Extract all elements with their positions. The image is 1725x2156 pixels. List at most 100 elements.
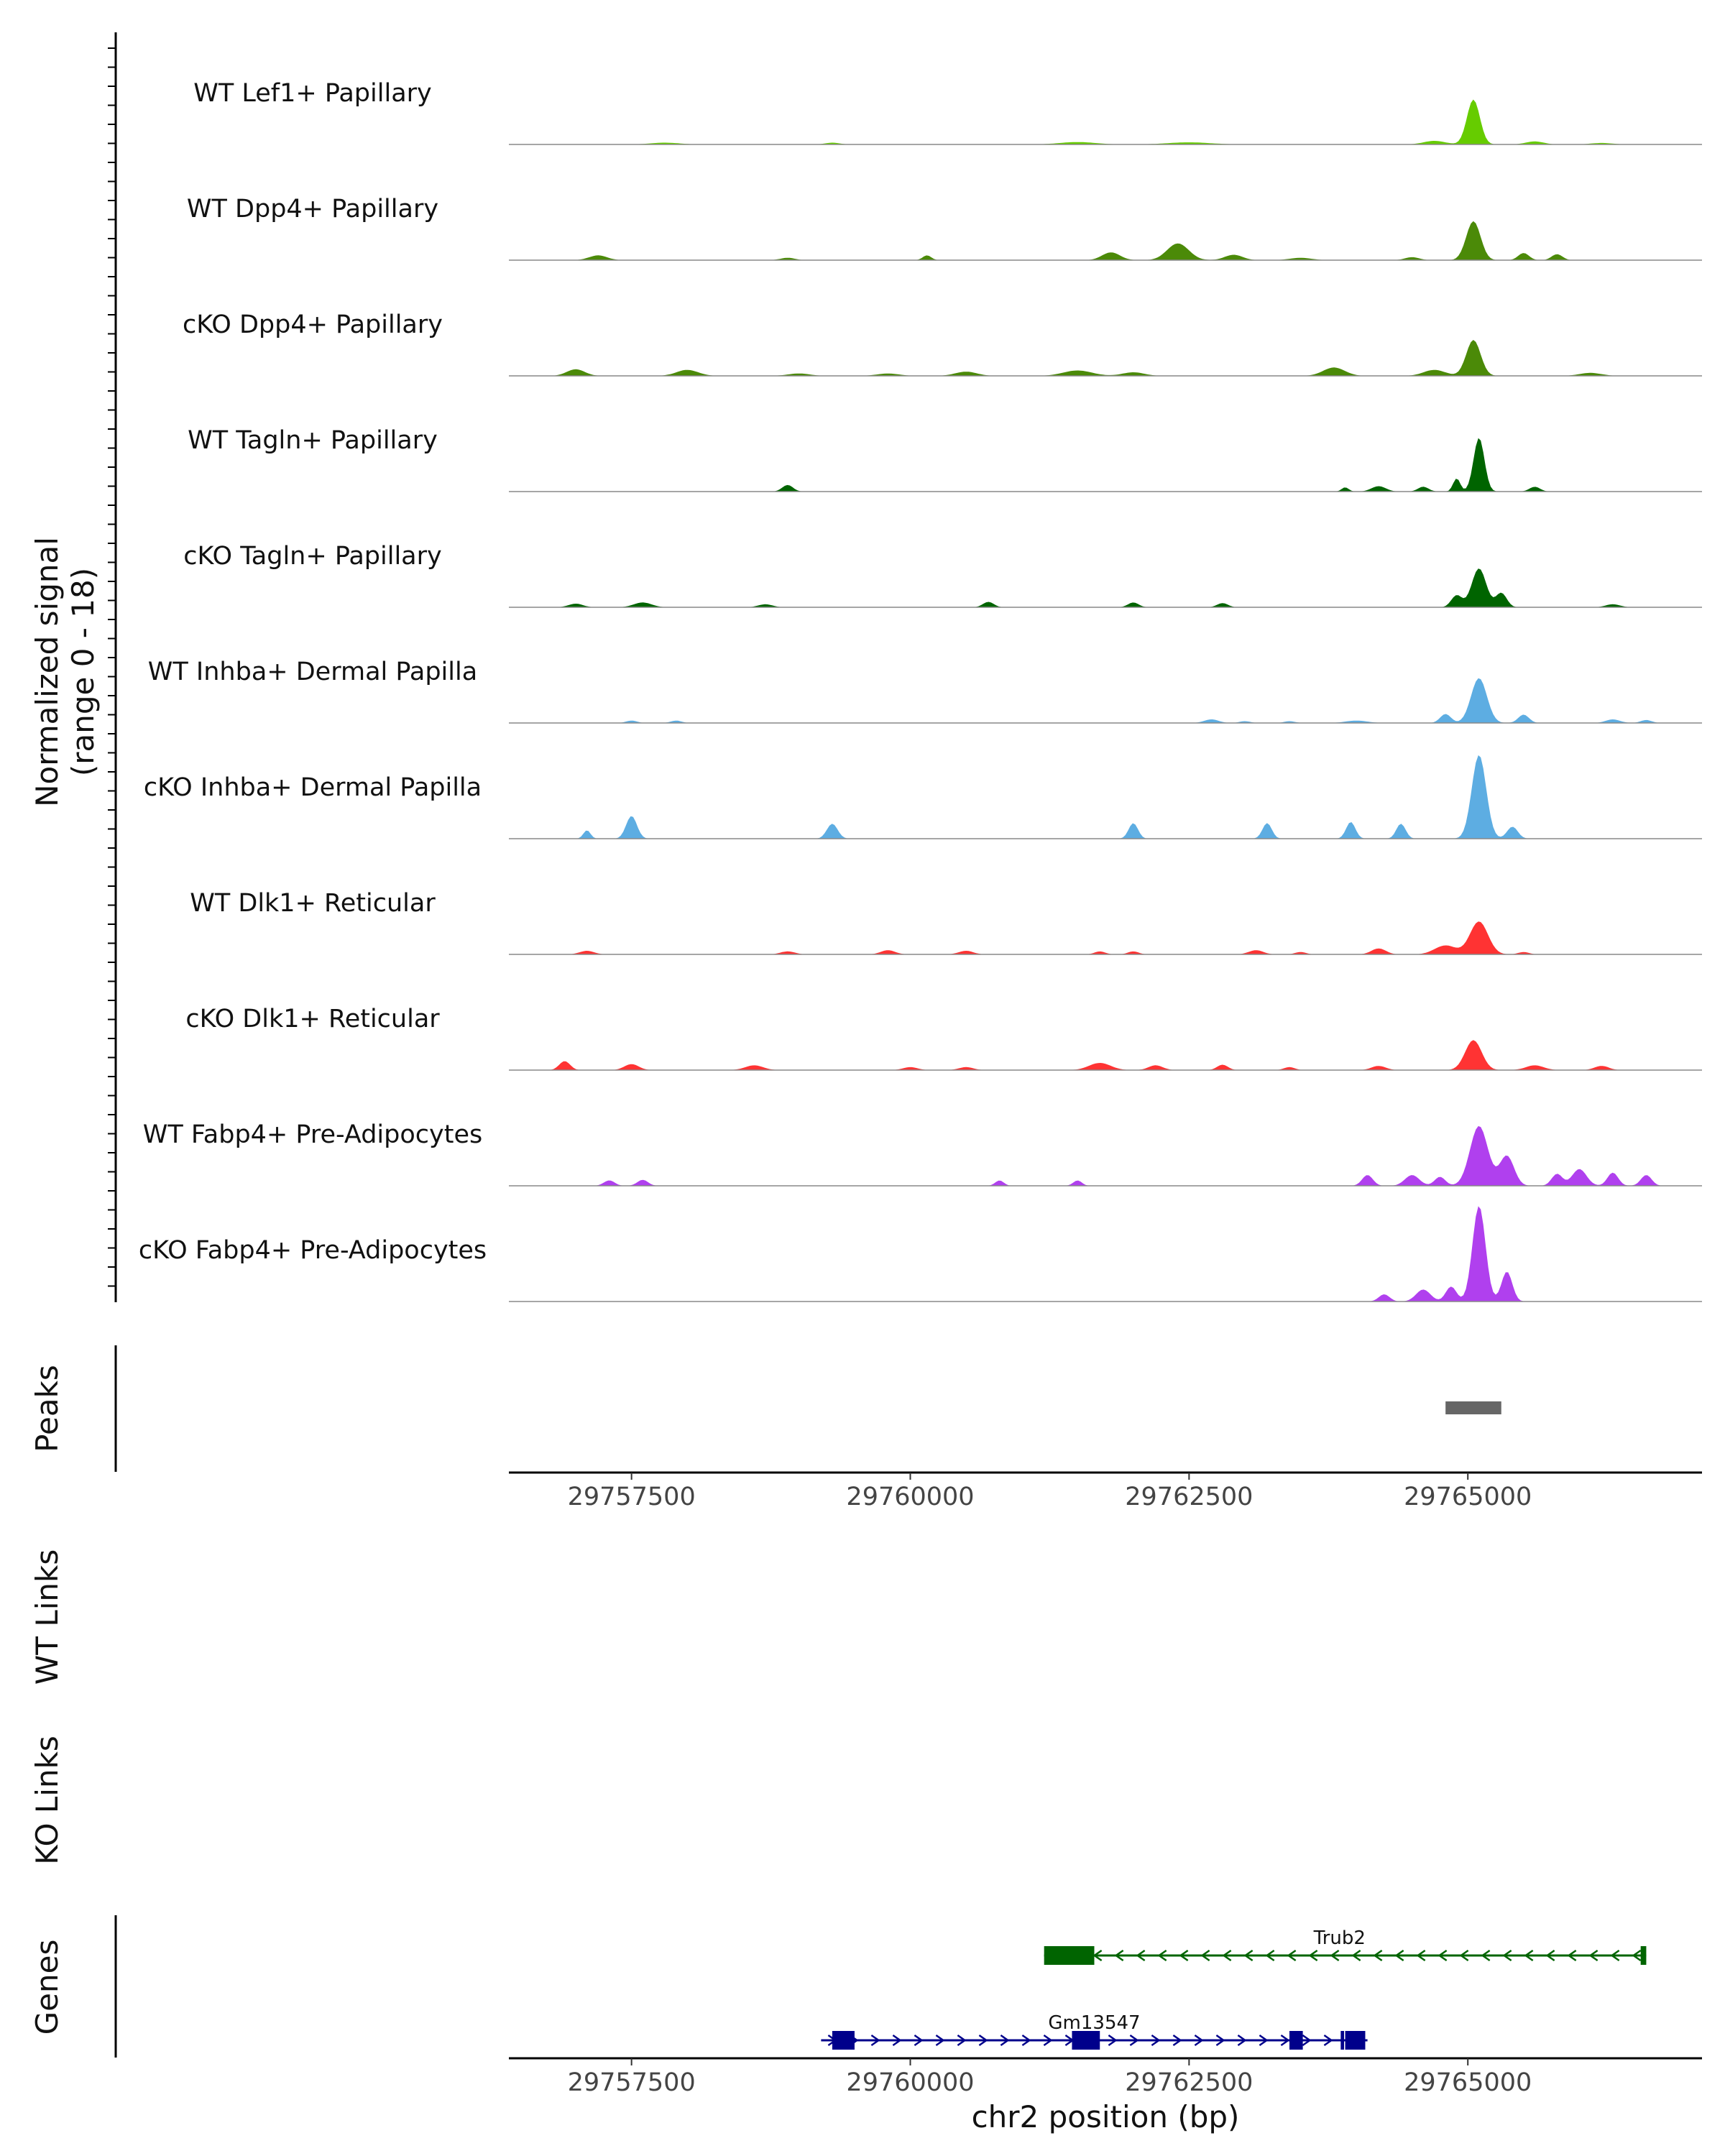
strand-arrow [978,2034,988,2047]
peaks-regions [1445,1401,1501,1414]
x-tick-label: 29757500 [568,2068,696,2097]
track-label: cKO Dpp4+ Papillary [183,310,443,339]
strand-arrow [1108,2034,1118,2047]
exon [1345,2031,1366,2050]
strand-arrow [1222,1949,1232,1962]
strand-arrow [1330,1949,1340,1962]
strand-arrow [1524,1949,1534,1962]
strand-arrow [1172,2034,1182,2047]
signal-y-axis [108,32,117,1302]
signal-area [509,755,1702,839]
strand-arrow [1157,1949,1167,1962]
strand-arrow [1308,1949,1318,1962]
strand-arrow [1373,1949,1383,1962]
strand-arrow [1092,1949,1103,1962]
strand-arrow [1481,1949,1491,1962]
signal-area [509,438,1702,492]
signal-area [509,678,1702,723]
strand-arrow [914,2034,924,2047]
track-label: WT Dpp4+ Papillary [187,195,438,224]
gene-gm13547: Gm13547 [821,2012,1368,2050]
signal-area [509,1125,1702,1186]
track-label: WT Dlk1+ Reticular [190,889,436,918]
strand-arrow [1200,1949,1210,1962]
strand-arrow [1194,2034,1204,2047]
track-1: WT Lef1+ Papillary [193,79,1702,145]
strand-arrow [1000,2034,1010,2047]
track-7: cKO Inhba+ Dermal Papilla [144,755,1702,839]
strand-arrow [1151,2034,1161,2047]
strand-arrow [1114,1949,1124,1962]
track-label: cKO Fabp4+ Pre-Adipocytes [139,1236,487,1265]
gene-trub2: Trub2 [1044,1927,1647,1965]
track-8: WT Dlk1+ Reticular [190,889,1702,955]
track-3: cKO Dpp4+ Papillary [183,310,1702,377]
track-label: WT Lef1+ Papillary [193,79,432,108]
x-axis-title: chr2 position (bp) [972,2099,1240,2134]
strand-arrow [1323,2034,1333,2047]
x-tick-label: 29765000 [1404,2068,1532,2097]
strand-arrow [1502,1949,1512,1962]
x-tick-label: 29762500 [1125,2068,1253,2097]
track-4: WT Tagln+ Papillary [188,426,1702,492]
exon [1072,2031,1100,2050]
position-axis-top: 29757500 29760000 29762500 29765000 [568,1473,1532,1511]
strand-arrow [1136,1949,1146,1962]
strand-arrow [1129,2034,1139,2047]
track-2: WT Dpp4+ Papillary [187,195,1702,261]
strand-arrow [1459,1949,1469,1962]
x-tick-label: 29762500 [1125,1483,1253,1511]
genes-track-label: Genes [29,1940,65,2035]
track-label: WT Tagln+ Papillary [188,426,438,455]
strand-arrow [1237,2034,1247,2047]
track-6: WT Inhba+ Dermal Papilla [148,658,1702,724]
strand-arrow [1438,1949,1448,1962]
track-label: cKO Dlk1+ Reticular [185,1005,440,1033]
strand-arrow [1280,2034,1290,2047]
exon [1289,2031,1303,2050]
y-axis-label-line1: Normalized signal [29,537,65,807]
exon [832,2031,855,2050]
signal-tracks: WT Lef1+ Papillary WT Dpp4+ Papillary cKO … [139,79,1702,1302]
gene-name-label: Gm13547 [1048,2012,1140,2034]
x-tick-label: 29760000 [846,1483,974,1511]
x-tick-label: 29765000 [1404,1483,1532,1511]
wt-links-track-label: WT Links [29,1549,65,1685]
strand-arrow [1394,1949,1404,1962]
strand-arrow [1215,2034,1225,2047]
strand-arrow [957,2034,967,2047]
track-10: WT Fabp4+ Pre-Adipocytes [143,1120,1702,1187]
strand-arrow [1287,1949,1297,1962]
gene-models: Trub2 Gm13547 [821,1927,1647,2050]
strand-arrow [1302,2034,1312,2047]
x-tick-label: 29760000 [846,2068,974,2097]
position-axis-bottom: 29757500 29760000 29762500 29765000 [568,2058,1532,2097]
y-axis-label-line2: (range 0 - 18) [65,568,101,776]
strand-arrow [1610,1949,1620,1962]
track-label: cKO Tagln+ Papillary [183,542,442,571]
strand-arrow [1043,2034,1053,2047]
strand-arrow [1588,1949,1598,1962]
strand-arrow [1243,1949,1254,1962]
track-label: WT Inhba+ Dermal Papilla [148,658,477,686]
strand-arrow [892,2034,902,2047]
strand-arrow [1545,1949,1555,1962]
signal-area [509,568,1702,607]
strand-arrow [935,2034,945,2047]
x-tick-label: 29757500 [568,1483,696,1511]
strand-arrow [1632,1949,1642,1962]
exon [1640,1946,1647,1965]
signal-area [509,921,1702,954]
peaks-track-label: Peaks [29,1365,65,1452]
signal-area [509,99,1702,144]
peak-region [1445,1401,1501,1414]
track-9: cKO Dlk1+ Reticular [185,1005,1702,1071]
signal-area [509,340,1702,376]
strand-arrow [1265,1949,1275,1962]
gene-name-label: Trub2 [1313,1927,1366,1949]
track-11: cKO Fabp4+ Pre-Adipocytes [139,1206,1702,1302]
strand-arrow [1416,1949,1426,1962]
strand-arrow [1567,1949,1577,1962]
track-5: cKO Tagln+ Papillary [183,542,1702,608]
track-label: cKO Inhba+ Dermal Papilla [144,773,482,802]
